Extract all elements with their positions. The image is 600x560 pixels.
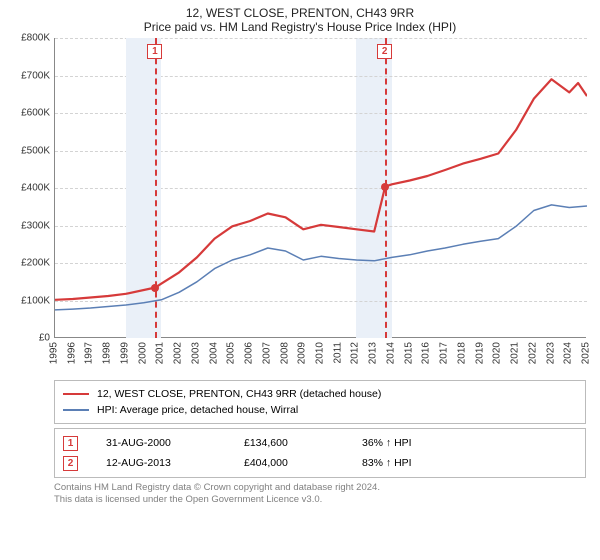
sale-marker-dot <box>151 284 159 292</box>
y-tick-label: £800K <box>21 33 50 44</box>
chart: £0£100K£200K£300K£400K£500K£600K£700K£80… <box>10 38 590 378</box>
x-tick-label: 2006 <box>244 342 255 364</box>
x-tick-label: 2007 <box>261 342 272 364</box>
x-tick-label: 2000 <box>137 342 148 364</box>
chart-container: 12, WEST CLOSE, PRENTON, CH43 9RR Price … <box>0 0 600 510</box>
titles: 12, WEST CLOSE, PRENTON, CH43 9RR Price … <box>10 6 590 34</box>
x-tick-label: 2009 <box>297 342 308 364</box>
plot-area: 12 <box>54 38 586 338</box>
x-tick-label: 2013 <box>368 342 379 364</box>
x-tick-label: 2019 <box>474 342 485 364</box>
x-tick-label: 2020 <box>492 342 503 364</box>
x-tick-label: 1999 <box>119 342 130 364</box>
x-tick-label: 2014 <box>385 342 396 364</box>
x-tick-label: 2018 <box>456 342 467 364</box>
x-axis: 1995199619971998199920002001200220032004… <box>54 338 586 378</box>
footer-line2: This data is licensed under the Open Gov… <box>54 494 586 506</box>
sale-marker-dot <box>381 183 389 191</box>
sale-row: 2 12-AUG-2013 £404,000 83% ↑ HPI <box>63 453 577 473</box>
legend: 12, WEST CLOSE, PRENTON, CH43 9RR (detac… <box>54 380 586 424</box>
y-tick-label: £500K <box>21 145 50 156</box>
sale-marker-line <box>155 38 157 338</box>
sale-price: £134,600 <box>244 437 334 449</box>
y-axis: £0£100K£200K£300K£400K£500K£600K£700K£80… <box>10 38 54 338</box>
sale-hpi: 83% ↑ HPI <box>362 457 482 469</box>
sale-marker-badge: 2 <box>377 44 392 59</box>
x-tick-label: 2004 <box>208 342 219 364</box>
sale-date: 12-AUG-2013 <box>106 457 216 469</box>
x-tick-label: 2005 <box>226 342 237 364</box>
sale-price: £404,000 <box>244 457 334 469</box>
sale-index-badge: 1 <box>63 436 78 451</box>
legend-item: 12, WEST CLOSE, PRENTON, CH43 9RR (detac… <box>63 386 577 402</box>
x-tick-label: 2001 <box>155 342 166 364</box>
title-address: 12, WEST CLOSE, PRENTON, CH43 9RR <box>10 6 590 20</box>
x-tick-label: 2002 <box>173 342 184 364</box>
y-tick-label: £400K <box>21 183 50 194</box>
title-subtitle: Price paid vs. HM Land Registry's House … <box>10 20 590 34</box>
sale-marker-badge: 1 <box>147 44 162 59</box>
x-tick-label: 2012 <box>350 342 361 364</box>
y-tick-label: £200K <box>21 258 50 269</box>
x-tick-label: 1995 <box>49 342 60 364</box>
legend-label: 12, WEST CLOSE, PRENTON, CH43 9RR (detac… <box>97 388 381 400</box>
x-tick-label: 1996 <box>66 342 77 364</box>
sale-index-badge: 2 <box>63 456 78 471</box>
sales-table: 1 31-AUG-2000 £134,600 36% ↑ HPI 2 12-AUG-201… <box>54 428 586 478</box>
x-tick-label: 2021 <box>510 342 521 364</box>
x-tick-label: 2017 <box>439 342 450 364</box>
footer-line1: Contains HM Land Registry data © Crown c… <box>54 482 586 494</box>
x-tick-label: 1998 <box>102 342 113 364</box>
y-tick-label: £600K <box>21 108 50 119</box>
x-tick-label: 2016 <box>421 342 432 364</box>
x-tick-label: 1997 <box>84 342 95 364</box>
footer: Contains HM Land Registry data © Crown c… <box>54 482 586 506</box>
sale-row: 1 31-AUG-2000 £134,600 36% ↑ HPI <box>63 433 577 453</box>
x-tick-label: 2022 <box>527 342 538 364</box>
legend-swatch <box>63 409 89 411</box>
x-tick-label: 2010 <box>315 342 326 364</box>
x-tick-label: 2023 <box>545 342 556 364</box>
x-tick-label: 2008 <box>279 342 290 364</box>
x-tick-label: 2015 <box>403 342 414 364</box>
sale-date: 31-AUG-2000 <box>106 437 216 449</box>
y-tick-label: £700K <box>21 70 50 81</box>
legend-label: HPI: Average price, detached house, Wirr… <box>97 404 298 416</box>
y-tick-label: £300K <box>21 220 50 231</box>
x-tick-label: 2011 <box>332 342 343 364</box>
sale-hpi: 36% ↑ HPI <box>362 437 482 449</box>
legend-swatch <box>63 393 89 395</box>
y-tick-label: £100K <box>21 295 50 306</box>
x-tick-label: 2024 <box>563 342 574 364</box>
x-tick-label: 2003 <box>190 342 201 364</box>
x-tick-label: 2025 <box>581 342 592 364</box>
legend-item: HPI: Average price, detached house, Wirr… <box>63 402 577 418</box>
